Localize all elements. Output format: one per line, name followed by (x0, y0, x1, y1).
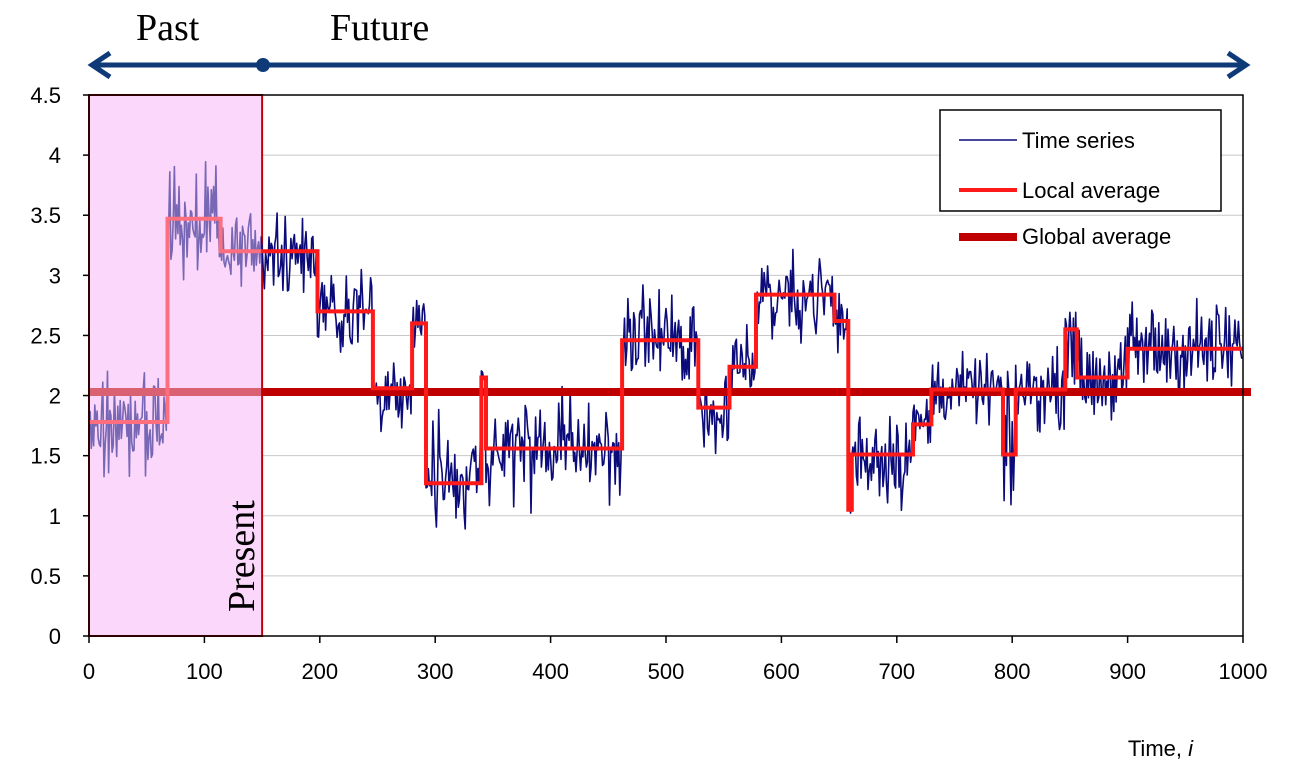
present-marker (256, 58, 270, 72)
x-axis: 0 100 200 300 400 500 600 700 800 900 1000 (83, 636, 1268, 684)
x-tick-label: 0 (83, 659, 95, 684)
y-tick-label: 1.5 (30, 444, 61, 469)
y-tick-label: 0.5 (30, 564, 61, 589)
y-axis: 0 0.5 1 1.5 2 2.5 3 3.5 4 4.5 (30, 83, 89, 649)
future-arrowhead-icon (1226, 50, 1251, 80)
y-tick-label: 4.5 (30, 83, 61, 108)
legend: Time series Local average Global average (939, 109, 1222, 249)
legend-label-global-average: Global average (1022, 224, 1171, 249)
x-tick-label: 800 (994, 659, 1031, 684)
legend-box (939, 109, 1222, 212)
legend-label-local-average: Local average (1022, 178, 1160, 203)
local-average-line (89, 216, 1243, 512)
x-tick-label: 400 (532, 659, 569, 684)
present-label: Present (221, 500, 263, 612)
y-tick-label: 2 (49, 384, 61, 409)
x-axis-title: Time, i (1128, 736, 1194, 761)
x-tick-label: 100 (186, 659, 223, 684)
y-tick-label: 3 (49, 263, 61, 288)
x-tick-label: 200 (301, 659, 338, 684)
y-tick-label: 2.5 (30, 323, 61, 348)
y-tick-label: 3.5 (30, 203, 61, 228)
x-tick-label: 700 (878, 659, 915, 684)
y-tick-label: 4 (49, 143, 61, 168)
future-label: Future (330, 7, 429, 49)
x-axis-title-text: Time, (1128, 736, 1188, 761)
past-arrowhead-icon (87, 50, 112, 80)
past-region-overlay (90, 96, 262, 635)
timeline: Past Future (87, 7, 1251, 80)
y-tick-label: 1 (49, 504, 61, 529)
past-region (88, 94, 264, 637)
past-label: Past (136, 7, 200, 49)
x-tick-label: 500 (648, 659, 685, 684)
x-tick-label: 1000 (1219, 659, 1268, 684)
x-axis-title-var: i (1188, 736, 1194, 761)
x-tick-label: 600 (763, 659, 800, 684)
x-tick-label: 900 (1109, 659, 1146, 684)
x-tick-label: 300 (417, 659, 454, 684)
y-tick-label: 0 (49, 624, 61, 649)
legend-label-time-series: Time series (1022, 128, 1135, 153)
